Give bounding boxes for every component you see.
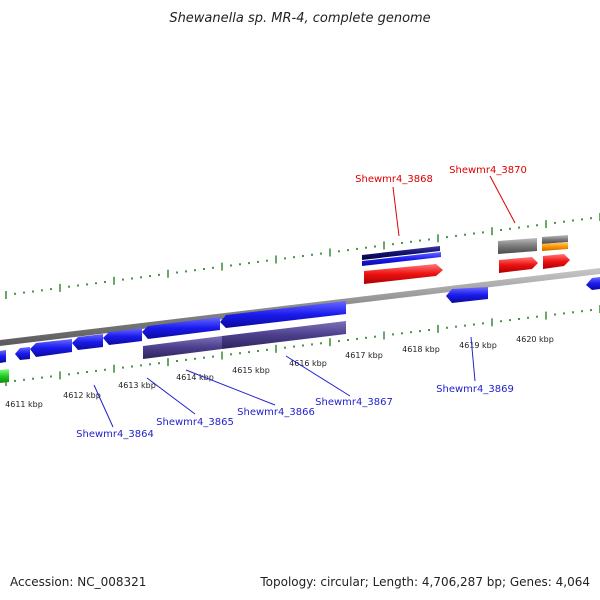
gene-arrow-shewmr4-3868[interactable] xyxy=(364,264,443,284)
gene-box-gray[interactable] xyxy=(498,238,537,254)
upper-scale-track xyxy=(5,213,600,299)
scale-labels: 4611 kbp 4612 kbp 4613 kbp 4614 kbp 4615… xyxy=(5,335,554,409)
reverse-strand-features xyxy=(0,277,600,363)
tick-label-4619: 4619 kbp xyxy=(459,341,497,350)
purple-features xyxy=(143,321,346,359)
gene-arrow-shewmr4-3870[interactable] xyxy=(499,257,538,273)
gene-labels: Shewmr4_3868 Shewmr4_3870 Shewmr4_3864 S… xyxy=(76,165,527,440)
tick-label-4612: 4612 kbp xyxy=(63,391,101,400)
gene-label-shewmr4-3869[interactable]: Shewmr4_3869 xyxy=(436,384,514,395)
gene-arrow-right-edge[interactable] xyxy=(586,277,600,290)
leader-shewmr4-3868 xyxy=(392,186,400,237)
gene-box-green[interactable] xyxy=(0,369,9,383)
map-title: Shewanella sp. MR-4, complete genome xyxy=(169,11,430,26)
gene-box-gray-light[interactable] xyxy=(542,235,568,244)
gene-arrow-shewmr4-3864[interactable] xyxy=(142,317,220,339)
gene-box-orange[interactable] xyxy=(542,242,568,251)
gene-box-shewmr4-3867[interactable] xyxy=(222,321,346,349)
leader-shewmr4-3865 xyxy=(146,377,196,415)
lower-scale-track xyxy=(5,305,600,386)
gene-arrow-left-cut[interactable] xyxy=(0,350,6,363)
tick-label-4620: 4620 kbp xyxy=(516,335,554,344)
gene-arrow-shewmr4-3869[interactable] xyxy=(446,287,488,303)
forward-strand-features xyxy=(362,235,570,284)
gene-box-shewmr4-3866[interactable] xyxy=(143,336,222,359)
leader-shewmr4-3866 xyxy=(185,369,276,406)
accession-text: Accession: NC_008321 xyxy=(10,575,146,589)
gene-arrow[interactable] xyxy=(103,328,142,345)
tick-label-4617: 4617 kbp xyxy=(345,351,383,360)
gene-label-shewmr4-3866[interactable]: Shewmr4_3866 xyxy=(237,407,315,418)
label-leaders xyxy=(93,175,516,428)
gene-label-shewmr4-3864[interactable]: Shewmr4_3864 xyxy=(76,429,154,440)
leader-shewmr4-3864 xyxy=(93,384,114,428)
tick-label-4615: 4615 kbp xyxy=(232,366,270,375)
gene-label-shewmr4-3870[interactable]: Shewmr4_3870 xyxy=(449,165,527,176)
gene-box-navy[interactable] xyxy=(362,246,440,260)
gene-arrow-shewmr4-3865[interactable] xyxy=(220,301,346,328)
tick-label-4611: 4611 kbp xyxy=(5,400,43,409)
leader-shewmr4-3870 xyxy=(489,175,516,224)
gene-label-shewmr4-3868[interactable]: Shewmr4_3868 xyxy=(355,174,433,185)
gene-arrow[interactable] xyxy=(30,339,72,357)
tick-label-4614: 4614 kbp xyxy=(176,373,214,382)
leader-shewmr4-3869 xyxy=(470,336,476,382)
tick-label-4613: 4613 kbp xyxy=(118,381,156,390)
tick-label-4618: 4618 kbp xyxy=(402,345,440,354)
gene-label-shewmr4-3867[interactable]: Shewmr4_3867 xyxy=(315,397,393,408)
gene-arrow[interactable] xyxy=(72,334,103,350)
gene-box-blue-small[interactable] xyxy=(362,252,441,266)
topology-text: Topology: circular; Length: 4,706,287 bp… xyxy=(259,575,590,589)
gene-arrow[interactable] xyxy=(15,347,30,360)
gene-arrow-red-small[interactable] xyxy=(543,254,570,269)
leader-shewmr4-3867 xyxy=(285,355,351,397)
tick-label-4616: 4616 kbp xyxy=(289,359,327,368)
gene-label-shewmr4-3865[interactable]: Shewmr4_3865 xyxy=(156,417,234,428)
